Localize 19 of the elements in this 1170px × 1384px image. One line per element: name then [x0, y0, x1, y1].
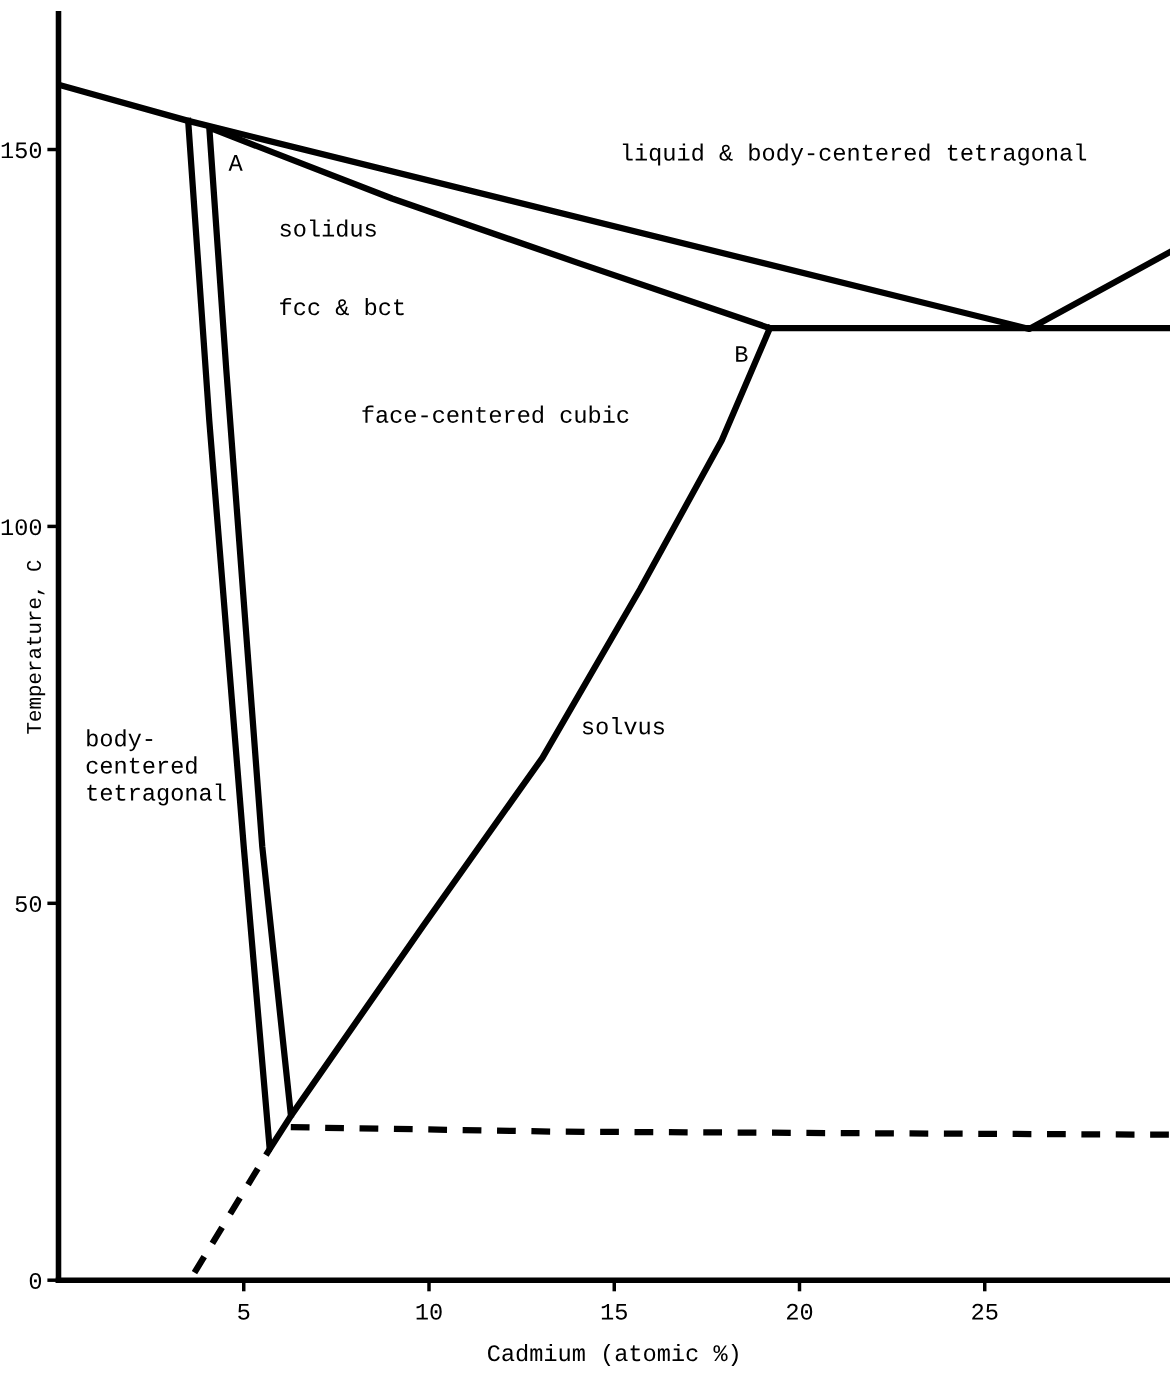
x-tick-label: 25: [972, 1303, 998, 1320]
y-tick-label: 50: [15, 896, 42, 913]
y-tick-label: 150: [1, 142, 42, 159]
annotation: solidus: [280, 219, 376, 237]
x-tick-label: 10: [416, 1303, 442, 1320]
x-tick-label: 15: [601, 1303, 627, 1320]
x-tick-label: 20: [786, 1303, 813, 1320]
annotation: A: [228, 155, 243, 171]
x-tick-label: 5: [238, 1303, 250, 1320]
annotation: B: [736, 346, 748, 362]
y-axis-title: Temperature, C: [26, 560, 46, 734]
annotation: face-centered cubic: [362, 405, 629, 423]
annotation: solvus: [582, 717, 664, 735]
annotation: body- centered tetragonal: [86, 729, 226, 806]
y-tick-label: 0: [29, 1272, 42, 1289]
annotation: fcc & bct: [280, 297, 404, 316]
annotation: liquid & body-centered tetragonal: [622, 143, 1087, 166]
y-tick-label: 100: [1, 519, 42, 536]
x-axis-title: Cadmium (atomic %): [488, 1343, 738, 1366]
